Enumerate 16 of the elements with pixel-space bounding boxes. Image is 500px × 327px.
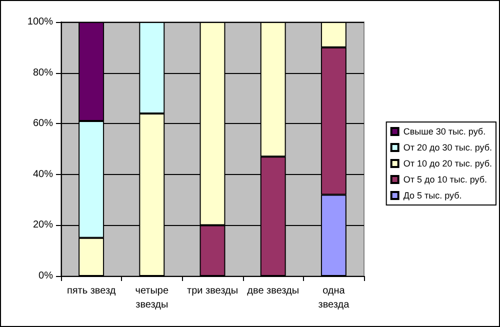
y-tick-label: 20% [32,220,54,231]
y-tick-label: 60% [32,118,54,130]
x-tick-label: четыре звезды [135,286,169,310]
x-tick-label: две звезды [247,286,300,296]
legend-label: До 5 тыс. руб. [403,190,462,200]
x-tick-label: пять звезд [66,286,116,296]
legend-label: От 10 до 20 тыс. руб. [403,158,492,168]
y-tick-label: 40% [32,168,54,180]
legend-label: От 5 до 10 тыс. руб. [403,174,487,184]
y-tick-label: 100% [27,16,54,28]
legend-label: Свыше 30 тыс. руб. [403,126,486,136]
y-tick-label: 80% [32,67,54,78]
legend-label: От 20 до 30 тыс. руб. [403,142,492,152]
x-tick-label: три звезды [186,286,238,296]
y-tick-label: 0% [38,270,54,282]
x-tick-label: одна звезда [318,286,350,310]
